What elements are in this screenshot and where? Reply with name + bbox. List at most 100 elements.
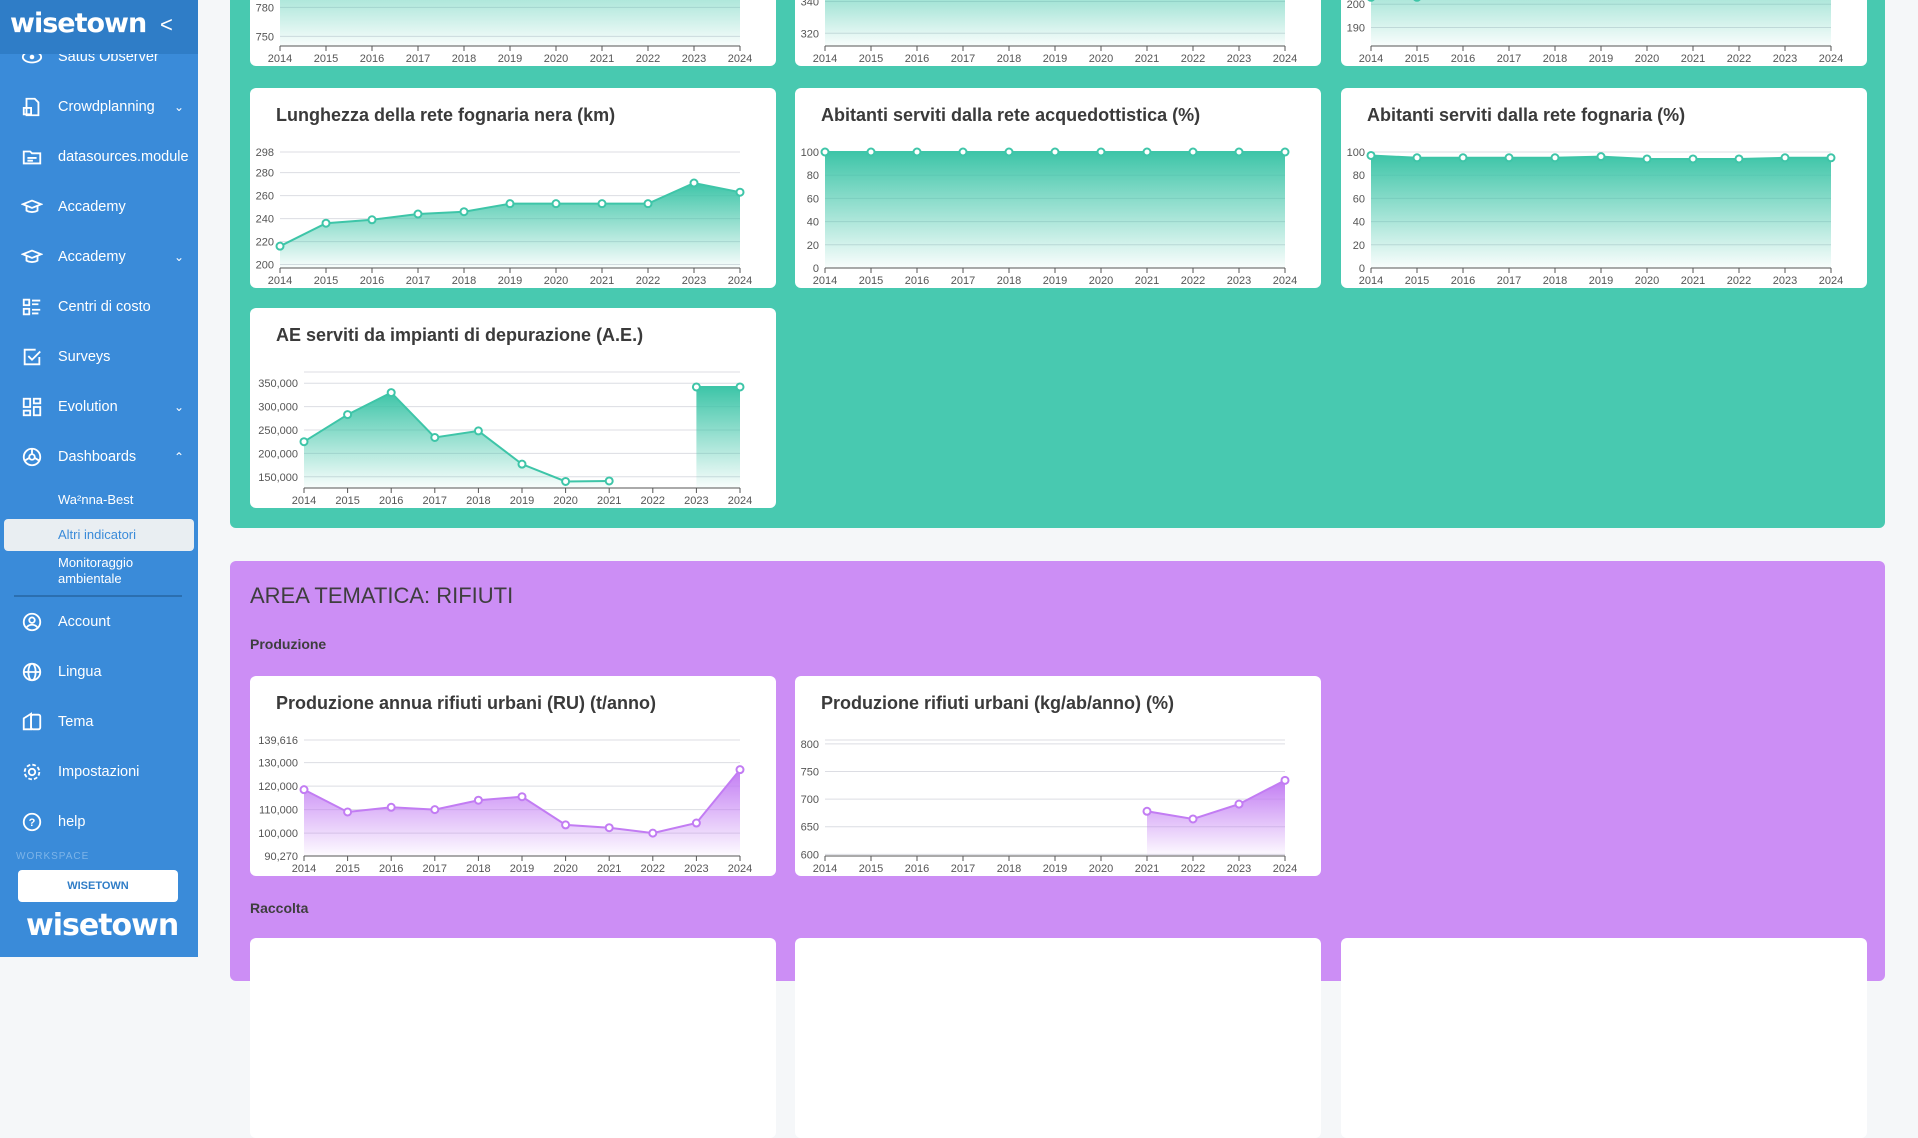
data-point (735, 187, 745, 197)
chart-title: Abitanti serviti dalla rete acquedottist… (821, 105, 1201, 125)
chevron-icon[interactable]: ⌄ (173, 400, 184, 414)
x-tick-label: 2023 (1773, 275, 1797, 287)
series-area (304, 392, 610, 488)
y-tick-label: 80 (807, 170, 819, 182)
data-point (1367, 0, 1375, 2)
sidebar-item-label: help (58, 814, 86, 830)
data-point (1142, 147, 1152, 157)
data-point (1280, 147, 1290, 157)
y-tick-label: 190 (1347, 22, 1365, 34)
data-point (505, 199, 515, 209)
data-point (517, 459, 527, 469)
gear-icon (20, 760, 44, 784)
sidebar-item-label: Surveys (58, 349, 111, 365)
data-point (735, 765, 745, 775)
sidebar-item-centri-di-costo[interactable]: Centri di costo (0, 287, 198, 327)
chart-plot: 7507808108402014201520162017201820192020… (256, 0, 752, 65)
y-tick-label: 60 (807, 193, 819, 205)
x-tick-label: 2021 (597, 495, 621, 507)
data-point (473, 795, 483, 805)
chart-plot: 150,000 200,000 250,000 300,000 350,000 2014 2… (258, 371, 752, 507)
y-tick-label: 340 (801, 0, 819, 9)
x-tick-label: 2018 (466, 863, 490, 875)
chevron-icon[interactable]: ⌄ (173, 100, 184, 114)
group-label-raccolta: Raccolta (250, 900, 309, 916)
chart-title: Abitanti serviti dalla rete fognaria (%) (1367, 105, 1686, 125)
series-area (304, 769, 740, 856)
x-tick-label: 2022 (641, 863, 665, 875)
sidebar-item-evolution[interactable]: Evolution ⌄ (0, 387, 198, 427)
y-tick-label: 120,000 (258, 781, 298, 793)
x-tick-label: 2023 (682, 53, 706, 65)
y-tick-label: 40 (807, 217, 819, 229)
x-tick-label: 2020 (1635, 275, 1659, 287)
sidebar-item-datasources-module[interactable]: datasources.module (0, 137, 198, 177)
data-point (561, 820, 571, 830)
sidebar: wisetown < Satus Observer Crowdplanning ⌄ d… (0, 0, 198, 957)
wisetown-logo: wisetown (10, 8, 147, 39)
collapse-sidebar-button[interactable]: < (160, 12, 173, 37)
chart-plot: 0 20 40 60 80 100 2014 2015 2016 2017 2018 2019 2020… (801, 147, 1298, 287)
data-point (473, 426, 483, 436)
data-point (1096, 147, 1106, 157)
sidebar-subitem-altri-indicatori[interactable]: Altri indicatori (4, 519, 194, 551)
chart-plot: 600 650 700 750 800 2014 2015 2016 2017 2018 2019 2… (801, 739, 1298, 875)
x-tick-label: 2017 (406, 53, 430, 65)
sidebar-item-label: Account (58, 614, 111, 630)
x-tick-label: 2019 (1589, 53, 1613, 65)
series-area (696, 386, 740, 488)
data-point (689, 178, 699, 188)
sidebar-subitem-wanna-best[interactable]: Wa²nna-Best (58, 492, 134, 507)
sidebar-item-label: datasources.module (58, 149, 189, 165)
sidebar-item-dashboards[interactable]: Dashboards ⌃ (0, 437, 198, 477)
x-tick-label: 2017 (1497, 275, 1521, 287)
x-tick-label: 2018 (452, 275, 476, 287)
x-tick-label: 2023 (684, 863, 708, 875)
x-tick-label: 2016 (360, 275, 384, 287)
chevron-icon[interactable]: ⌃ (173, 450, 184, 464)
x-tick-label: 2015 (335, 863, 359, 875)
data-point (517, 792, 527, 802)
y-tick-label: 600 (801, 849, 819, 861)
data-point (275, 241, 285, 251)
data-point (912, 147, 922, 157)
x-tick-label: 2019 (510, 863, 534, 875)
data-point (866, 147, 876, 157)
x-tick-label: 2018 (997, 275, 1021, 287)
data-point (1780, 153, 1790, 163)
sidebar-subitem-monitoraggio-ambientale[interactable]: Monitoraggio ambientale (58, 555, 134, 586)
x-tick-label: 2016 (1451, 53, 1475, 65)
workspace-button[interactable]: WISETOWN (18, 870, 178, 902)
data-point (1688, 154, 1698, 164)
sidebar-item-tema[interactable]: Tema (0, 702, 198, 742)
series-area (1371, 155, 1831, 268)
data-point (1734, 154, 1744, 164)
section-title: AREA TEMATICA: RIFIUTI (250, 583, 514, 608)
x-tick-label: 2014 (268, 53, 292, 65)
data-point (820, 147, 830, 157)
section-rifiuti: AREA TEMATICA: RIFIUTI Produzione Produz… (230, 561, 1885, 1138)
chevron-icon[interactable]: ⌄ (173, 250, 184, 264)
data-point (386, 802, 396, 812)
sidebar-item-impostazioni[interactable]: Impostazioni (0, 752, 198, 792)
sidebar-item-crowdplanning[interactable]: Crowdplanning ⌄ (0, 87, 198, 127)
sidebar-item-account[interactable]: Account (0, 602, 198, 642)
x-tick-label: 2022 (1727, 53, 1751, 65)
x-tick-label: 2015 (859, 53, 883, 65)
x-tick-label: 2021 (1681, 275, 1705, 287)
footer-wisetown-logo: wisetown (26, 908, 179, 943)
chart-card-produzione-kg-ab: Produzione rifiuti urbani (kg/ab/anno) (… (795, 676, 1321, 876)
sidebar-item-accademy[interactable]: Accademy ⌄ (0, 237, 198, 277)
y-tick-label: 200 (1347, 0, 1365, 11)
y-tick-label: 800 (801, 739, 819, 751)
sidebar-item-surveys[interactable]: Surveys (0, 337, 198, 377)
chart-card (795, 938, 1321, 1138)
x-tick-label: 2014 (1359, 275, 1383, 287)
sidebar-item-lingua[interactable]: Lingua (0, 652, 198, 692)
sidebar-item-label: Tema (58, 714, 94, 730)
sidebar-item-accademy[interactable]: Accademy (0, 187, 198, 227)
x-tick-label: 2017 (951, 53, 975, 65)
help-icon: ? (20, 810, 44, 834)
graduation-cap-icon (20, 195, 44, 219)
sidebar-item-help[interactable]: ? help (0, 802, 198, 842)
